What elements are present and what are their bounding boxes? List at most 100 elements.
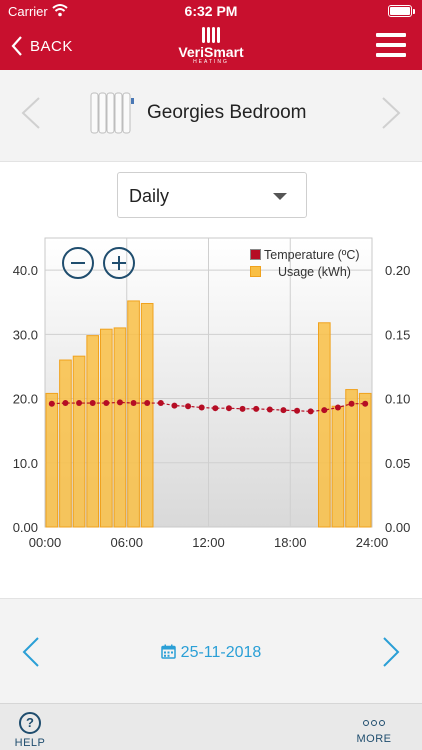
- temperature-point: [362, 400, 369, 407]
- temperature-point: [130, 400, 137, 407]
- previous-date-arrow-icon[interactable]: [20, 636, 42, 668]
- legend-swatch-usage: [250, 266, 261, 277]
- usage-bar: [358, 392, 372, 528]
- temperature-point: [62, 400, 69, 407]
- temperature-point: [348, 400, 355, 407]
- usage-bar: [100, 328, 113, 528]
- more-tab-label: MORE: [356, 733, 392, 745]
- usage-bar: [59, 359, 72, 528]
- caret-down-icon: [273, 193, 287, 200]
- radiator-logo-icon: [202, 27, 220, 43]
- x-axis-tick-label: 06:00: [110, 535, 143, 550]
- logo-text: VeriSmart: [178, 44, 244, 60]
- verismart-logo: VeriSmart HEATING: [161, 26, 261, 68]
- usage-bar: [127, 300, 140, 528]
- bottom-tab-bar: ? HELP MORE: [0, 703, 422, 750]
- y-axis-right-tick-label: 0.00: [385, 520, 410, 535]
- y-axis-left-tick-label: 0.00: [13, 520, 38, 535]
- usage-chart: 0.00 10.0 20.0 30.0 40.0 0.00 0.05 0.10 0.15 0.20…: [0, 230, 422, 560]
- temperature-point: [116, 399, 123, 406]
- wifi-icon: [52, 4, 68, 17]
- y-axis-left-tick-label: 40.0: [13, 263, 38, 278]
- help-tab[interactable]: ? HELP: [14, 708, 46, 749]
- temperature-point: [103, 400, 110, 407]
- status-bar: Carrier 6:32 PM: [0, 0, 422, 22]
- y-axis-right-tick-label: 0.15: [385, 327, 410, 342]
- temperature-point: [307, 408, 314, 415]
- more-tab[interactable]: MORE: [352, 708, 396, 745]
- usage-bar: [318, 322, 331, 528]
- y-axis-right-tick-label: 0.05: [385, 456, 410, 471]
- legend-label-usage: Usage (kWh): [278, 264, 351, 279]
- menu-bar: [376, 33, 406, 37]
- help-icon: ?: [19, 712, 41, 734]
- temperature-point: [157, 400, 164, 407]
- temperature-point: [334, 404, 341, 411]
- y-axis-right-tick-label: 0.10: [385, 392, 410, 407]
- hamburger-menu-button[interactable]: [376, 33, 406, 59]
- y-axis-left-tick-label: 20.0: [13, 392, 38, 407]
- usage-bar: [72, 355, 86, 528]
- legend-item-temperature: Temperature (ºC): [250, 246, 360, 263]
- radiator-icon: [90, 92, 134, 134]
- battery-icon: [388, 5, 412, 17]
- temperature-point: [144, 400, 151, 407]
- logo-subtext: HEATING: [193, 59, 229, 65]
- x-axis-tick-label: 18:00: [274, 535, 307, 550]
- temperature-point: [48, 400, 55, 407]
- menu-bar: [376, 43, 406, 47]
- selected-date: 25-11-2018: [180, 644, 262, 661]
- zoom-in-button[interactable]: [103, 247, 135, 279]
- battery-tip: [413, 9, 415, 14]
- temperature-point: [225, 405, 232, 412]
- temperature-point: [294, 407, 301, 414]
- previous-device-arrow-icon[interactable]: [18, 96, 44, 130]
- x-axis-tick-label: 00:00: [29, 535, 62, 550]
- usage-bar: [113, 327, 127, 528]
- more-icon: [352, 708, 396, 730]
- x-axis-tick-label: 24:00: [356, 535, 389, 550]
- menu-bar: [376, 53, 406, 57]
- chart-canvas: 0.00 10.0 20.0 30.0 40.0 0.00 0.05 0.10 0.15 0.20…: [13, 237, 410, 550]
- x-axis-tick-label: 12:00: [192, 535, 225, 550]
- next-date-arrow-icon[interactable]: [380, 636, 402, 668]
- date-navigator: 25-11-2018: [0, 598, 422, 703]
- zoom-out-button[interactable]: [62, 247, 94, 279]
- temperature-point: [239, 405, 246, 412]
- legend-label-temperature: Temperature (ºC): [264, 247, 360, 262]
- y-axis-left-tick-label: 30.0: [13, 327, 38, 342]
- back-label: BACK: [30, 37, 73, 55]
- clock: 6:32 PM: [184, 3, 238, 19]
- temperature-point: [321, 407, 328, 414]
- usage-bar: [345, 389, 358, 528]
- next-device-arrow-icon[interactable]: [378, 96, 404, 130]
- chevron-left-icon: [11, 36, 22, 56]
- temperature-point: [76, 400, 83, 407]
- usage-bar: [45, 392, 59, 528]
- temperature-point: [185, 403, 192, 410]
- usage-bar: [86, 335, 99, 528]
- help-tab-label: HELP: [14, 737, 46, 749]
- calendar-icon: [160, 644, 176, 659]
- temperature-point: [198, 404, 205, 411]
- temperature-point: [171, 402, 178, 409]
- period-dropdown[interactable]: Daily: [117, 172, 307, 218]
- device-name: Georgies Bedroom: [147, 102, 307, 123]
- carrier-label: Carrier: [8, 4, 48, 19]
- usage-bar: [140, 303, 154, 528]
- y-axis-left-tick-label: 10.0: [13, 456, 38, 471]
- device-selector: Georgies Bedroom: [0, 70, 422, 162]
- temperature-point: [212, 405, 219, 412]
- nav-bar: BACK VeriSmart HEATING: [0, 22, 422, 70]
- legend-swatch-temperature: [250, 249, 261, 260]
- chart-legend: Temperature (ºC) Usage (kWh): [250, 246, 360, 280]
- usage-bar: [331, 405, 345, 528]
- back-button[interactable]: BACK: [8, 34, 73, 58]
- temperature-point: [280, 407, 287, 414]
- legend-item-usage: Usage (kWh): [250, 263, 360, 280]
- temperature-point: [253, 405, 260, 412]
- temperature-point: [89, 400, 96, 407]
- temperature-point: [266, 406, 273, 413]
- y-axis-right-tick-label: 0.20: [385, 263, 410, 278]
- date-picker[interactable]: 25-11-2018: [0, 644, 422, 662]
